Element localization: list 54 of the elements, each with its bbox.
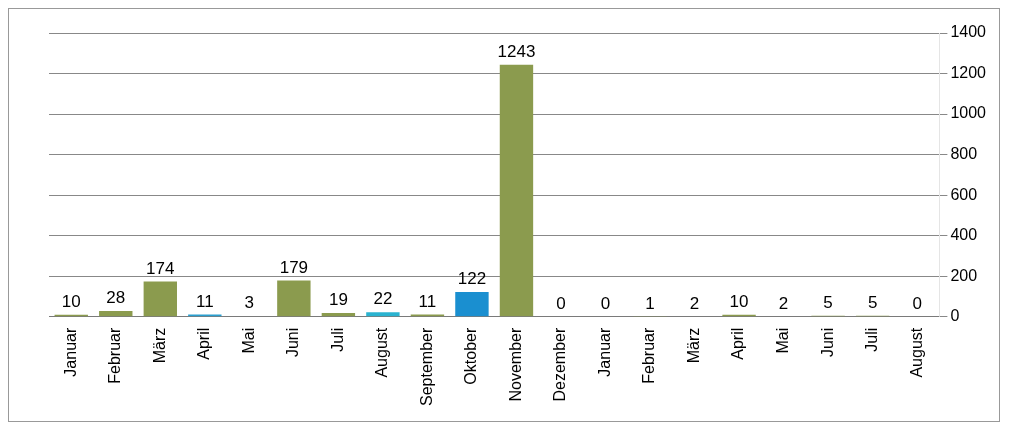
data-label: 1243 [497, 42, 536, 62]
data-label: 11 [195, 291, 214, 311]
x-tick-label: Juni [818, 327, 836, 358]
x-tick-label: August [373, 327, 391, 378]
x-tick-label: Juni [284, 327, 302, 358]
x-tick-label: Juli [328, 327, 346, 352]
y-tick-label: 1000 [950, 104, 987, 122]
data-label: 5 [867, 292, 878, 312]
bar [455, 292, 489, 317]
data-label: 174 [146, 258, 175, 278]
x-tick-label: Mai [773, 327, 791, 354]
x-tick-label: Juli [863, 327, 881, 352]
data-label: 22 [373, 289, 393, 309]
bar [366, 312, 400, 317]
x-tick-label: März [684, 327, 702, 364]
bar [499, 64, 534, 317]
x-tick-label: Januar [595, 327, 613, 377]
data-label: 179 [279, 257, 309, 277]
data-label: 10 [729, 291, 749, 311]
x-tick-label: September [417, 327, 435, 406]
data-label: 5 [823, 292, 833, 312]
bar [143, 281, 177, 317]
y-tick-label: 1400 [950, 23, 987, 41]
data-label: 3 [244, 293, 255, 313]
x-tick-label: März [150, 327, 168, 364]
bar [99, 311, 133, 317]
y-tick-label: 0 [950, 307, 960, 325]
data-label: 19 [328, 290, 348, 310]
y-tick-label: 400 [950, 226, 978, 244]
y-tick-label: 1200 [950, 63, 987, 81]
x-tick-label: Januar [61, 327, 79, 377]
data-label: 0 [600, 293, 611, 313]
bar [277, 280, 311, 317]
x-tick-label: April [729, 327, 747, 360]
data-label: 2 [689, 293, 700, 313]
y-tick-label: 200 [950, 266, 978, 284]
x-tick-label: August [907, 327, 925, 378]
data-label: 10 [61, 291, 81, 311]
x-tick-label: November [506, 327, 524, 402]
x-tick-label: Oktober [462, 327, 480, 385]
data-label: 2 [778, 293, 789, 313]
y-tick-label: 800 [950, 145, 978, 163]
y-tick-label: 600 [950, 185, 978, 203]
x-tick-label: Dezember [551, 327, 569, 402]
data-label: 0 [912, 293, 922, 313]
x-tick-label: Februar [640, 327, 658, 384]
x-tick-label: Februar [106, 327, 124, 384]
data-label: 122 [457, 269, 487, 289]
data-label: 28 [106, 288, 126, 308]
data-label: 0 [556, 293, 566, 313]
x-tick-label: Mai [239, 327, 257, 354]
data-label: 11 [418, 291, 437, 311]
data-label: 1 [645, 293, 655, 313]
x-tick-label: April [195, 327, 213, 360]
